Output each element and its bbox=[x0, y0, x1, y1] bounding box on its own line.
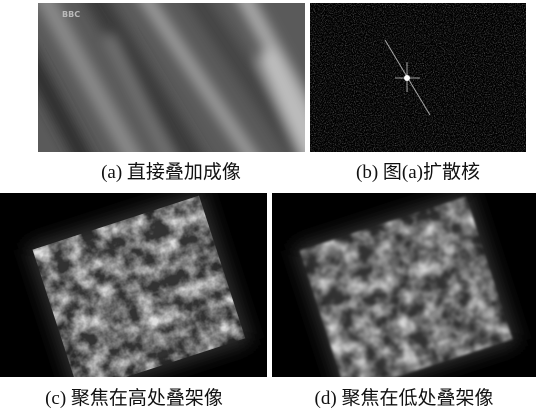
watermark: BBC bbox=[62, 10, 80, 19]
figure: BBC (a) 直接叠加成像 (b) 图(a)扩散核 (c) 聚焦在高处叠架像 … bbox=[0, 0, 536, 416]
caption: (c) 聚焦在高处叠架像 bbox=[45, 387, 223, 409]
caption: (a) 直接叠加成像 bbox=[101, 161, 241, 183]
caption: (b) 图(a)扩散核 bbox=[356, 161, 480, 183]
panel-a-image: BBC bbox=[20, 0, 340, 170]
panel-c-image bbox=[0, 189, 267, 398]
panel-d-image bbox=[272, 190, 536, 399]
caption: (d) 聚焦在低处叠架像 bbox=[315, 387, 494, 409]
panel-b-image bbox=[310, 3, 526, 152]
